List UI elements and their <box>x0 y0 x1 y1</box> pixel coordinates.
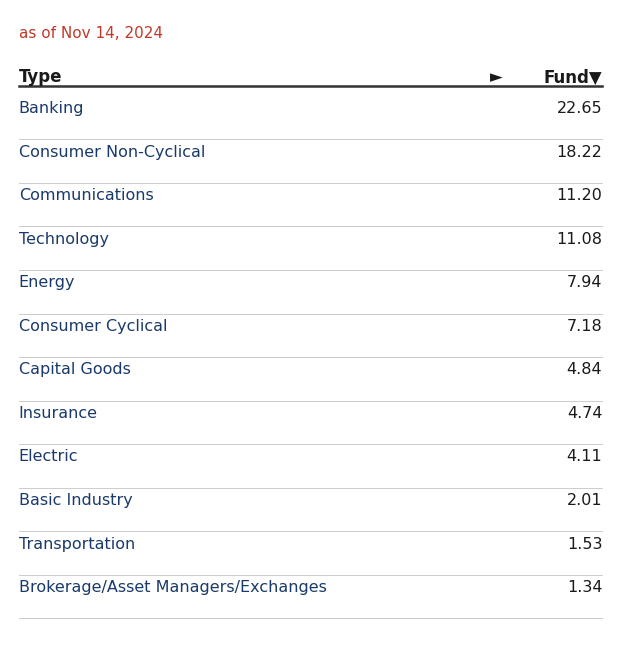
Text: Consumer Cyclical: Consumer Cyclical <box>19 319 167 334</box>
Text: 22.65: 22.65 <box>557 101 602 116</box>
Text: Transportation: Transportation <box>19 537 135 552</box>
Text: Banking: Banking <box>19 101 84 116</box>
Text: 1.53: 1.53 <box>567 537 602 552</box>
Text: 1.34: 1.34 <box>567 580 602 595</box>
Text: Brokerage/Asset Managers/Exchanges: Brokerage/Asset Managers/Exchanges <box>19 580 327 595</box>
Text: Energy: Energy <box>19 275 75 290</box>
Text: 11.08: 11.08 <box>556 231 602 246</box>
Text: 7.18: 7.18 <box>566 319 602 334</box>
Text: 18.22: 18.22 <box>556 145 602 160</box>
Text: 4.11: 4.11 <box>566 449 602 464</box>
Text: Consumer Non-Cyclical: Consumer Non-Cyclical <box>19 145 205 160</box>
Text: 4.74: 4.74 <box>567 406 602 421</box>
Text: Communications: Communications <box>19 188 153 203</box>
Text: 2.01: 2.01 <box>567 493 602 508</box>
Text: Electric: Electric <box>19 449 78 464</box>
Text: Insurance: Insurance <box>19 406 97 421</box>
Text: Capital Goods: Capital Goods <box>19 363 130 378</box>
Text: Fund▼: Fund▼ <box>544 68 602 87</box>
Text: Type: Type <box>19 68 62 87</box>
Text: Technology: Technology <box>19 231 109 246</box>
Text: as of Nov 14, 2024: as of Nov 14, 2024 <box>19 26 163 41</box>
Text: 4.84: 4.84 <box>567 363 602 378</box>
Text: 7.94: 7.94 <box>567 275 602 290</box>
Text: Basic Industry: Basic Industry <box>19 493 132 508</box>
Text: ►: ► <box>491 68 503 87</box>
Text: 11.20: 11.20 <box>556 188 602 203</box>
